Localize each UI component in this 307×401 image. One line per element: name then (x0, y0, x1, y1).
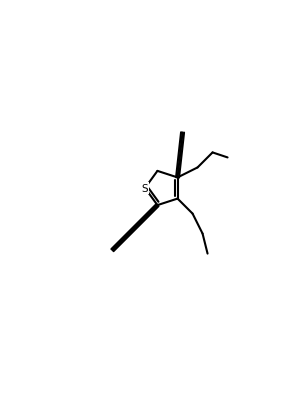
Text: S: S (142, 184, 148, 194)
